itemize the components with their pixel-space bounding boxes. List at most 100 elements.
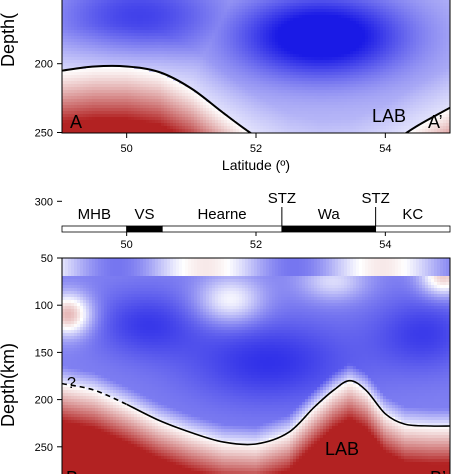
heat-cell (290, 12, 294, 16)
heat-cell (173, 0, 177, 4)
heat-cell (104, 81, 108, 85)
heat-cell (62, 21, 66, 25)
heat-cell (320, 36, 324, 40)
heat-cell (245, 99, 249, 103)
heat-cell (125, 84, 129, 88)
heat-cell (323, 96, 327, 100)
heat-cell (311, 36, 315, 40)
heat-cell (239, 45, 243, 49)
heat-cell (299, 93, 303, 97)
heat-cell (182, 45, 186, 49)
heat-cell (152, 27, 156, 31)
heat-cell (143, 57, 147, 61)
heat-cell (275, 51, 279, 55)
heat-cell (119, 54, 123, 58)
heat-cell (191, 48, 195, 52)
heat-cell (212, 111, 216, 115)
heat-cell (371, 75, 375, 79)
heat-cell (116, 72, 120, 76)
heat-cell (383, 51, 387, 55)
heat-cell (386, 51, 390, 55)
heat-cell (167, 93, 171, 97)
heat-cell (74, 72, 78, 76)
heat-cell (116, 126, 120, 130)
heat-cell (131, 96, 135, 100)
heat-cell (167, 39, 171, 43)
heat-cell (155, 6, 159, 10)
heat-cell (227, 12, 231, 16)
heat-cell (251, 42, 255, 46)
heat-cell (350, 24, 354, 28)
heat-cell (143, 81, 147, 85)
heat-cell (110, 15, 114, 19)
heat-cell (77, 27, 81, 31)
heat-cell (170, 6, 174, 10)
heat-cell (83, 108, 87, 112)
heat-cell (65, 51, 69, 55)
heat-cell (77, 63, 81, 67)
heat-cell (131, 18, 135, 22)
heat-cell (302, 117, 306, 121)
heat-cell (377, 21, 381, 25)
heat-cell (140, 18, 144, 22)
heat-cell (338, 129, 342, 133)
heat-cell (80, 120, 84, 124)
heat-cell (122, 120, 126, 124)
heat-cell (107, 30, 111, 34)
heat-cell (188, 60, 192, 64)
heat-cell (278, 69, 282, 73)
heat-cell (254, 84, 258, 88)
heat-cell (89, 30, 93, 34)
heat-cell (200, 24, 204, 28)
heat-cell (101, 123, 105, 127)
heat-cell (227, 90, 231, 94)
heat-cell (119, 15, 123, 19)
heat-cell (386, 36, 390, 40)
heat-cell (245, 54, 249, 58)
heat-cell (182, 114, 186, 118)
heat-cell (116, 96, 120, 100)
heat-cell (392, 102, 396, 106)
heat-cell (248, 108, 252, 112)
heat-cell (326, 12, 330, 16)
heat-cell (86, 75, 90, 79)
heat-cell (101, 30, 105, 34)
heat-cell (242, 57, 246, 61)
heat-cell (146, 30, 150, 34)
heat-cell (284, 57, 288, 61)
heat-cell (209, 39, 213, 43)
heat-cell (218, 48, 222, 52)
heat-cell (251, 6, 255, 10)
heat-cell (317, 99, 321, 103)
heat-cell (350, 81, 354, 85)
heat-cell (203, 72, 207, 76)
heat-cell (323, 75, 327, 79)
heat-cell (119, 78, 123, 82)
heat-cell (128, 54, 132, 58)
heat-cell (185, 0, 189, 4)
heat-cell (68, 117, 72, 121)
heat-cell (110, 129, 114, 133)
heat-cell (224, 129, 228, 133)
heat-cell (158, 57, 162, 61)
heat-cell (311, 102, 315, 106)
heat-cell (305, 54, 309, 58)
heat-cell (305, 123, 309, 127)
heat-cell (83, 126, 87, 130)
heat-cell (353, 66, 357, 70)
heat-cell (317, 12, 321, 16)
heat-cell (383, 102, 387, 106)
heat-cell (167, 18, 171, 22)
heat-cell (263, 72, 267, 76)
heat-cell (152, 54, 156, 58)
heat-cell (308, 87, 312, 91)
heat-cell (146, 90, 150, 94)
heat-cell (95, 114, 99, 118)
heat-cell (65, 72, 69, 76)
heat-cell (218, 6, 222, 10)
heat-cell (203, 45, 207, 49)
heat-cell (377, 63, 381, 67)
heat-cell (305, 39, 309, 43)
heat-cell (302, 120, 306, 124)
heat-cell (260, 93, 264, 97)
